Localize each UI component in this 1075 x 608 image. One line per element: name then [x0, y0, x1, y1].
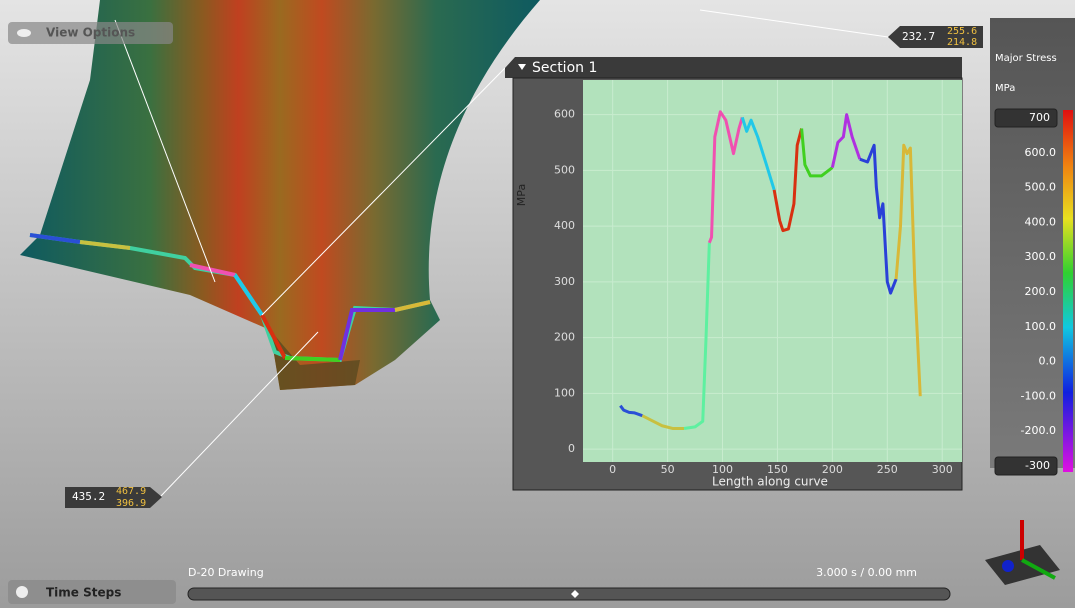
y-tick-label: 600 — [554, 108, 575, 121]
legend-tick-label: 100.0 — [1025, 320, 1057, 333]
x-tick-label: 250 — [877, 463, 898, 476]
eye-icon — [17, 29, 31, 37]
legend-tick-label: 500.0 — [1025, 181, 1057, 194]
y-tick-label: 400 — [554, 219, 575, 232]
time-slider[interactable] — [188, 588, 950, 600]
legend-tick-label: 0.0 — [1039, 355, 1057, 368]
screen: View Options 232.7 255.6 214.8 435.2 467… — [0, 0, 1075, 608]
legend-limit: 700 — [1029, 111, 1050, 124]
y-tick-label: 500 — [554, 163, 575, 176]
legend-tick-label: 200.0 — [1025, 285, 1057, 298]
y-tick-label: 0 — [568, 442, 575, 455]
section-title: Section 1 — [532, 60, 597, 76]
time-status: 3.000 s / 0.00 mm — [816, 566, 917, 579]
y-tick-label: 200 — [554, 331, 575, 344]
color-bar — [1063, 110, 1073, 472]
legend-unit: MPa — [995, 83, 1015, 94]
legend-tick-label: -200.0 — [1021, 424, 1056, 437]
legend-tick-label: 300.0 — [1025, 250, 1057, 263]
x-tick-label: 50 — [661, 463, 675, 476]
legend-title: Major Stress — [995, 53, 1057, 64]
legend-limit: -300 — [1025, 459, 1050, 472]
callout-lower: 214.8 — [947, 37, 977, 48]
stage-label: D-20 Drawing — [188, 566, 264, 579]
time-steps-label[interactable]: Time Steps — [46, 586, 121, 600]
page: View Options 232.7 255.6 214.8 435.2 467… — [0, 0, 1075, 608]
x-axis-label: Length along curve — [712, 475, 828, 489]
legend-tick-label: 600.0 — [1025, 146, 1057, 159]
callout-upper: 255.6 — [947, 26, 977, 37]
view-options-label[interactable]: View Options — [46, 26, 135, 40]
y-tick-label: 300 — [554, 275, 575, 288]
legend-tick-label: 400.0 — [1025, 215, 1057, 228]
y-axis-label: MPa — [515, 184, 528, 206]
callout-upper: 467.9 — [116, 486, 146, 497]
x-tick-label: 300 — [932, 463, 953, 476]
y-tick-label: 100 — [554, 386, 575, 399]
legend-tick-label: -100.0 — [1021, 389, 1056, 402]
plot-area — [583, 80, 962, 462]
callout-value: 435.2 — [72, 490, 105, 503]
x-tick-label: 0 — [609, 463, 616, 476]
callout-value: 232.7 — [902, 30, 935, 43]
callout-lower: 396.9 — [116, 498, 146, 509]
clock-icon — [16, 586, 28, 598]
